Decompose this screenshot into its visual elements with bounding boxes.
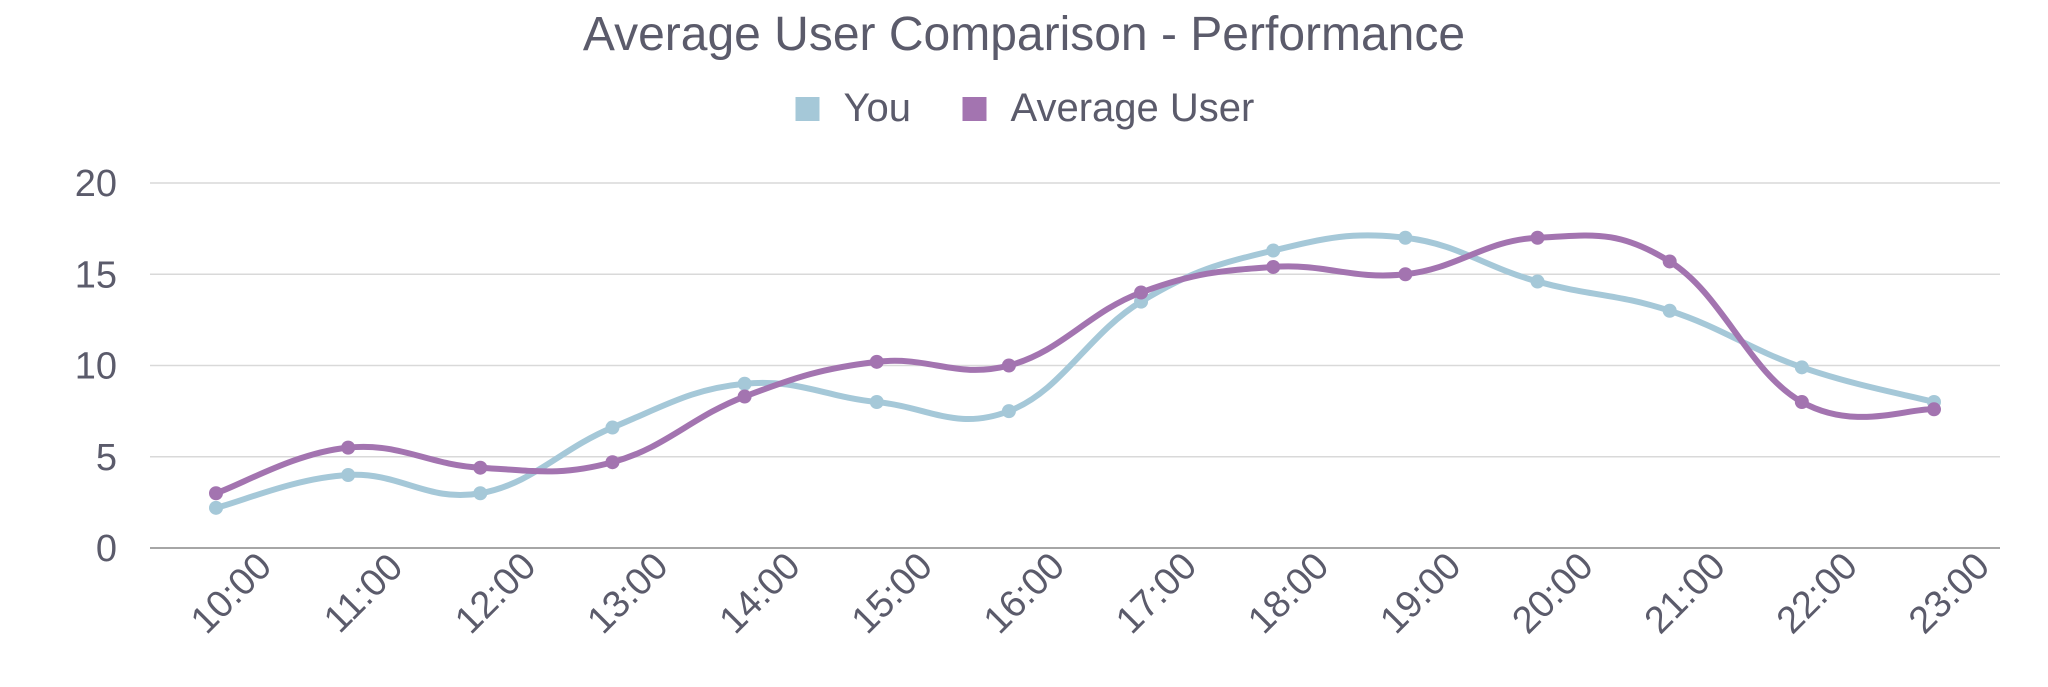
data-point bbox=[1398, 267, 1413, 282]
legend-swatch bbox=[795, 97, 820, 121]
data-point bbox=[1266, 243, 1281, 258]
x-tick-label: 21:00 bbox=[1637, 545, 1734, 642]
series-layer bbox=[209, 230, 1941, 515]
y-tick-label: 5 bbox=[96, 437, 117, 479]
data-point bbox=[1794, 395, 1809, 409]
data-point bbox=[1530, 230, 1545, 245]
data-point bbox=[737, 376, 752, 391]
legend-item: Average User bbox=[962, 86, 1255, 130]
y-tick-label: 15 bbox=[75, 254, 117, 296]
x-tick-label: 14:00 bbox=[712, 545, 809, 642]
data-point bbox=[1927, 402, 1941, 417]
y-tick-label: 20 bbox=[75, 163, 117, 205]
data-point bbox=[869, 354, 884, 369]
x-tick-label: 23:00 bbox=[1901, 545, 1998, 642]
y-tick-label: 10 bbox=[75, 346, 117, 388]
data-point bbox=[1134, 285, 1149, 300]
data-point bbox=[341, 440, 356, 455]
x-tick-label: 16:00 bbox=[976, 545, 1073, 642]
data-point bbox=[1001, 404, 1016, 419]
x-tick-label: 12:00 bbox=[447, 545, 544, 642]
data-point bbox=[209, 486, 223, 501]
data-point bbox=[473, 460, 488, 475]
data-point bbox=[1398, 230, 1413, 245]
y-tick-label: 0 bbox=[96, 528, 117, 570]
legend-label: You bbox=[844, 86, 912, 130]
data-point bbox=[1001, 358, 1016, 373]
x-axis: 10:00 11:00 12:00 13:00 14:00 15:00 16:00 17:00… bbox=[150, 545, 2000, 642]
x-tick-label: 18:00 bbox=[1240, 545, 1337, 642]
x-tick-label: 22:00 bbox=[1769, 545, 1866, 642]
x-tick-label: 17:00 bbox=[1108, 545, 1205, 642]
x-tick-label: 13:00 bbox=[580, 545, 677, 642]
x-tick-label: 11:00 bbox=[316, 546, 411, 641]
x-tick-label: 19:00 bbox=[1372, 545, 1469, 642]
data-point bbox=[341, 468, 356, 482]
legend-swatch bbox=[962, 97, 987, 121]
y-axis: 0 5 10 15 20 bbox=[75, 163, 117, 570]
data-point bbox=[1530, 274, 1545, 289]
data-point bbox=[473, 486, 488, 501]
series-you bbox=[209, 230, 1941, 515]
data-point bbox=[1266, 259, 1281, 274]
data-point bbox=[605, 420, 620, 435]
data-point bbox=[1662, 254, 1677, 269]
data-point bbox=[869, 395, 884, 409]
grid bbox=[150, 182, 2000, 458]
data-point bbox=[209, 500, 223, 515]
legend-label: Average User bbox=[1011, 86, 1255, 130]
chart-title: Average User Comparison - Performance bbox=[583, 8, 1465, 61]
x-tick-label: 20:00 bbox=[1505, 545, 1602, 642]
x-tick-label: 10:00 bbox=[183, 545, 280, 642]
series-average-user bbox=[209, 230, 1941, 501]
data-point bbox=[737, 389, 752, 404]
series-line bbox=[213, 232, 1937, 511]
legend-item: You bbox=[795, 86, 912, 130]
data-point bbox=[1794, 360, 1809, 375]
x-tick-label: 15:00 bbox=[844, 545, 941, 642]
data-point bbox=[605, 455, 620, 470]
legend: You Average User bbox=[795, 86, 1255, 130]
data-point bbox=[1662, 303, 1677, 318]
